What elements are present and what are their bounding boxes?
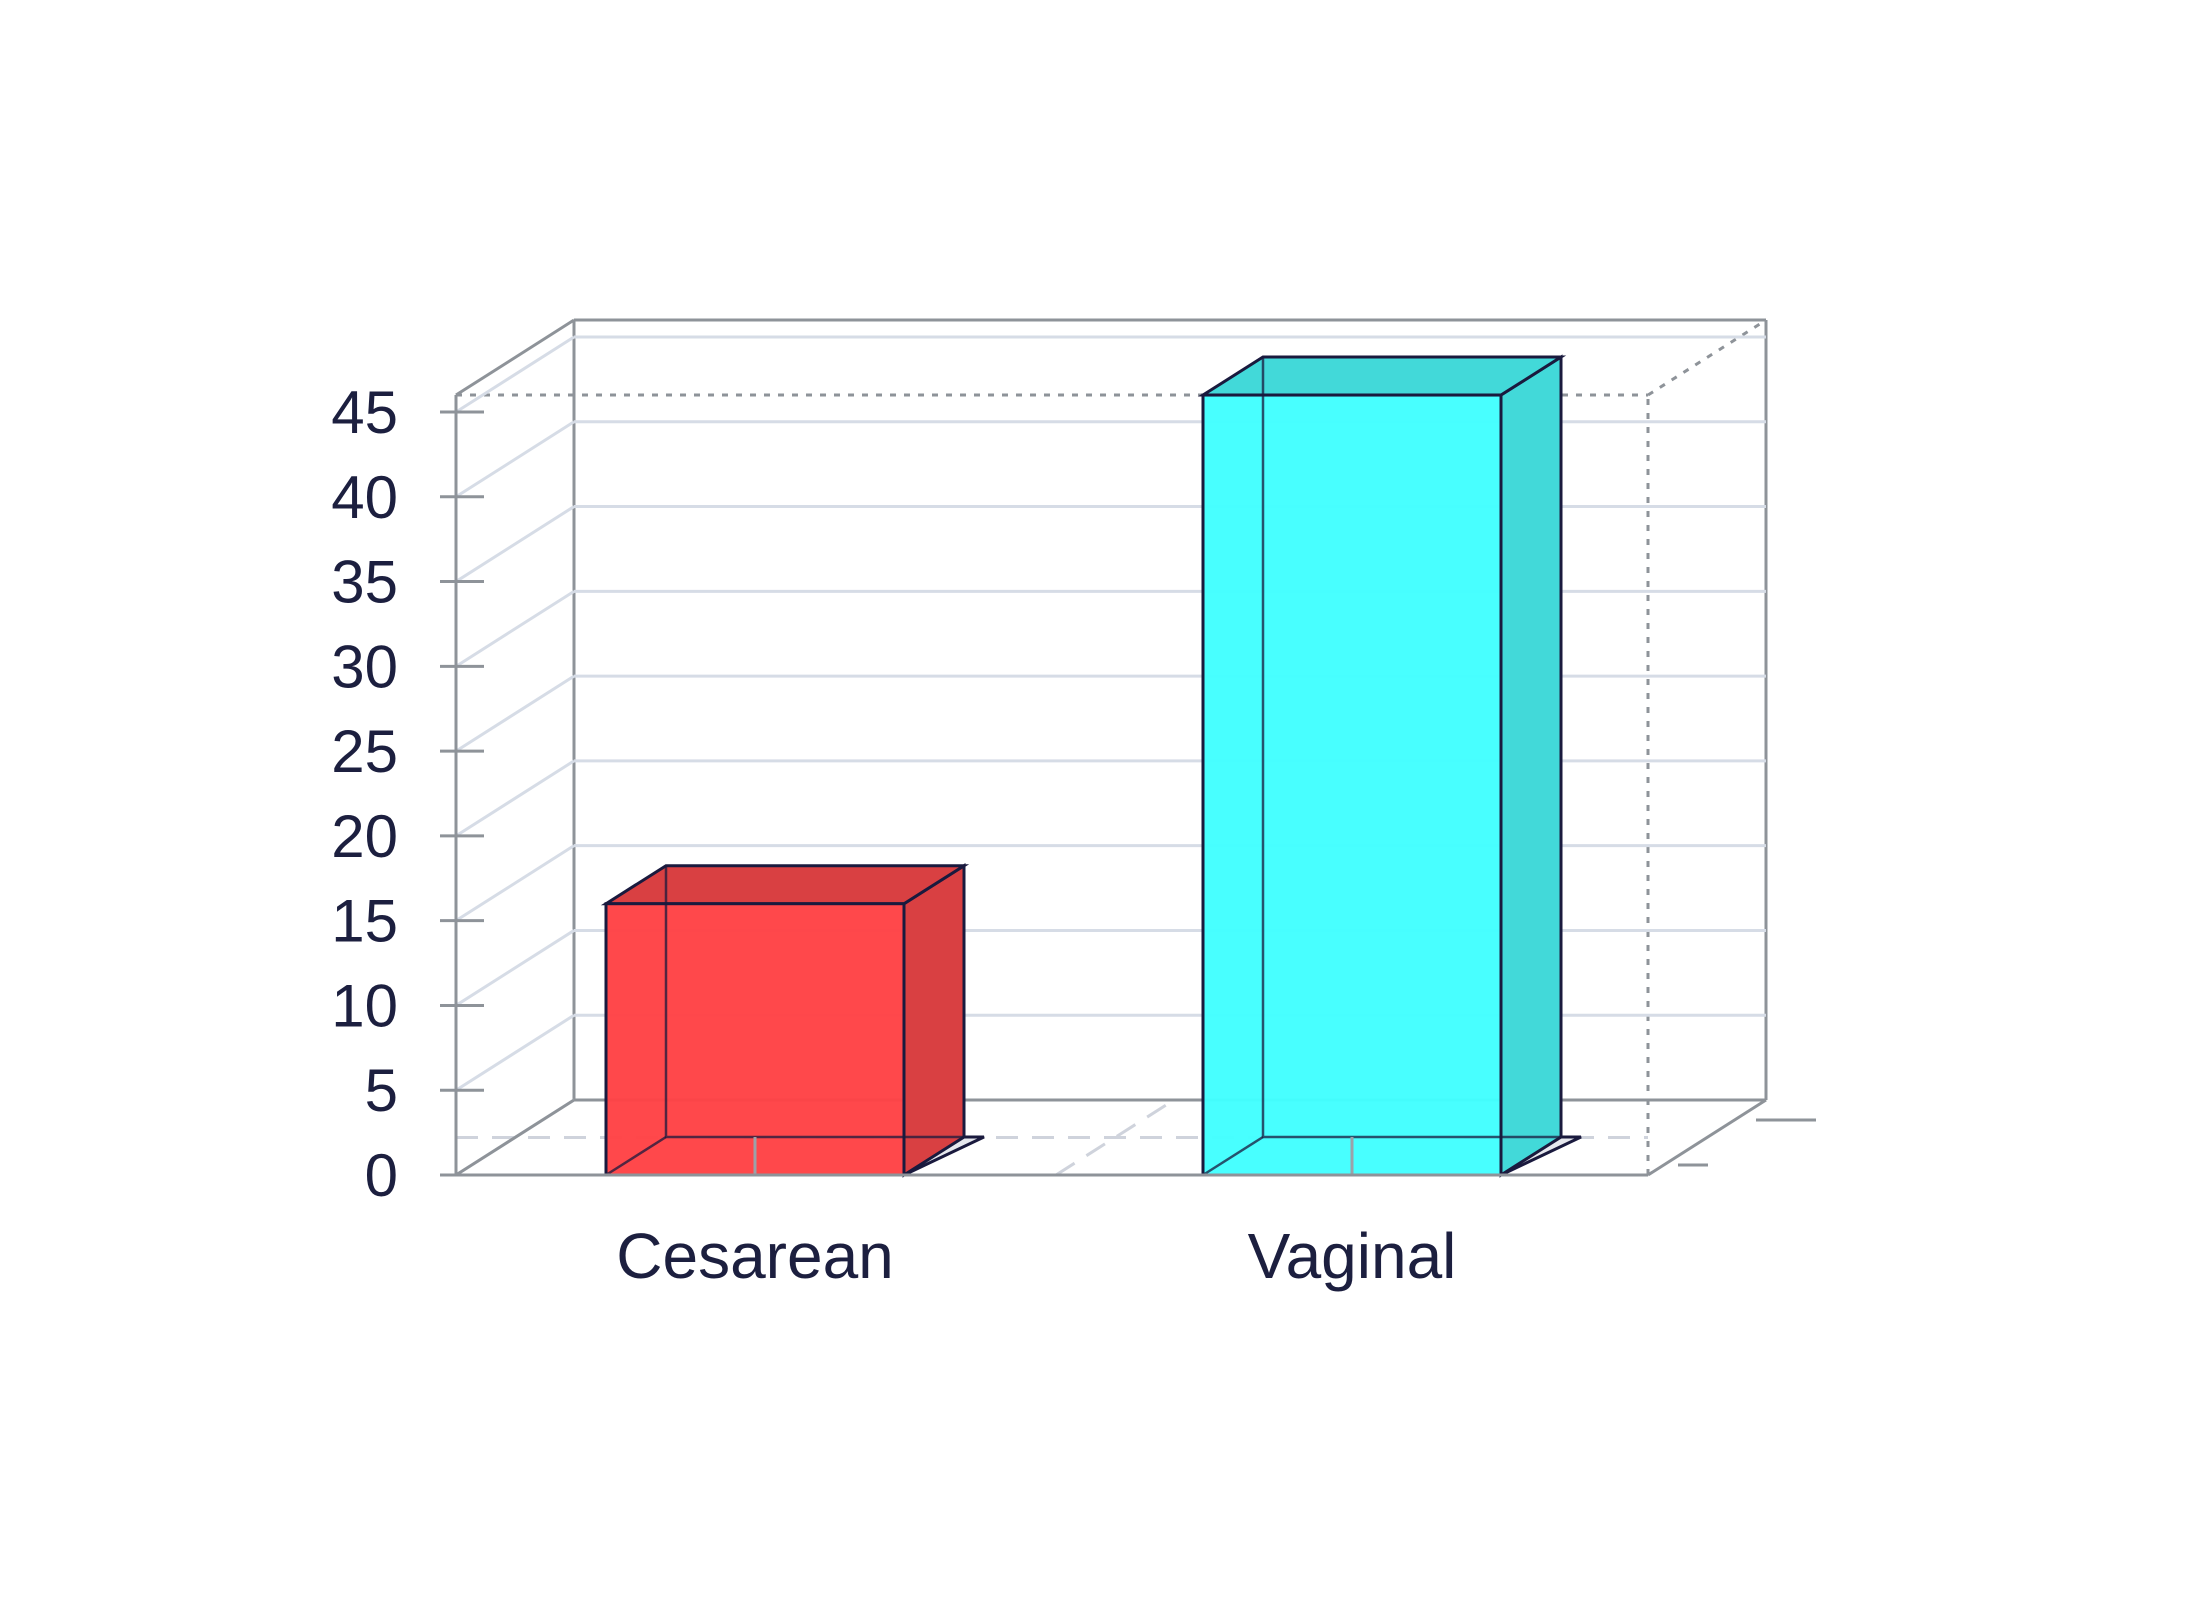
bar-depth-edge xyxy=(605,1135,667,1177)
y-tick-label: 45 xyxy=(331,379,398,446)
floor-depth-line xyxy=(1055,1098,1175,1177)
y-tick-label: 20 xyxy=(331,803,398,870)
bar-side-face xyxy=(902,862,966,1178)
bar-cesarean xyxy=(600,862,985,1178)
y-tick-label: 40 xyxy=(331,464,398,531)
gridline-side xyxy=(455,420,575,499)
floor-left-edge xyxy=(455,1098,575,1177)
y-tick-label: 30 xyxy=(331,633,398,700)
floor-right-edge xyxy=(1647,1098,1767,1177)
chart-gridlines xyxy=(455,335,1766,1177)
gridline-side xyxy=(455,1013,575,1092)
chart-bars xyxy=(600,354,1582,1178)
x-category-label: Vaginal xyxy=(1248,1220,1457,1292)
chart-front-frame xyxy=(454,395,1816,1177)
gridline-side xyxy=(455,844,575,922)
bar-top-face xyxy=(1197,355,1567,397)
y-tick-label: 15 xyxy=(331,888,398,955)
gridline-side xyxy=(455,505,575,583)
y-tick-label: 25 xyxy=(331,718,398,785)
y-tick-label: 35 xyxy=(331,549,398,616)
y-tick-label: 10 xyxy=(331,972,398,1039)
bar-front-face xyxy=(604,902,906,1177)
gridline-side xyxy=(455,759,575,838)
bar-vaginal xyxy=(1197,354,1582,1178)
x-axis-labels: Cesarean Vaginal xyxy=(616,1220,1456,1292)
bar-top-face xyxy=(600,864,970,906)
bar-front-face xyxy=(1201,393,1503,1177)
y-tick-label: 0 xyxy=(365,1142,398,1209)
gridline-side xyxy=(455,590,575,668)
bar-side-face xyxy=(1499,354,1563,1178)
x-category-label: Cesarean xyxy=(616,1220,894,1292)
left-wall-top-edge xyxy=(455,318,575,397)
right-wall-top-edge xyxy=(1647,318,1767,397)
gridline-side xyxy=(455,335,575,414)
gridline-side xyxy=(455,929,575,1007)
gridline-side xyxy=(455,674,575,753)
bar-depth-edge xyxy=(1202,1135,1264,1177)
y-axis-ticks: 0 5 10 15 20 25 30 35 40 45 xyxy=(331,379,484,1209)
y-tick-label: 5 xyxy=(365,1057,398,1124)
